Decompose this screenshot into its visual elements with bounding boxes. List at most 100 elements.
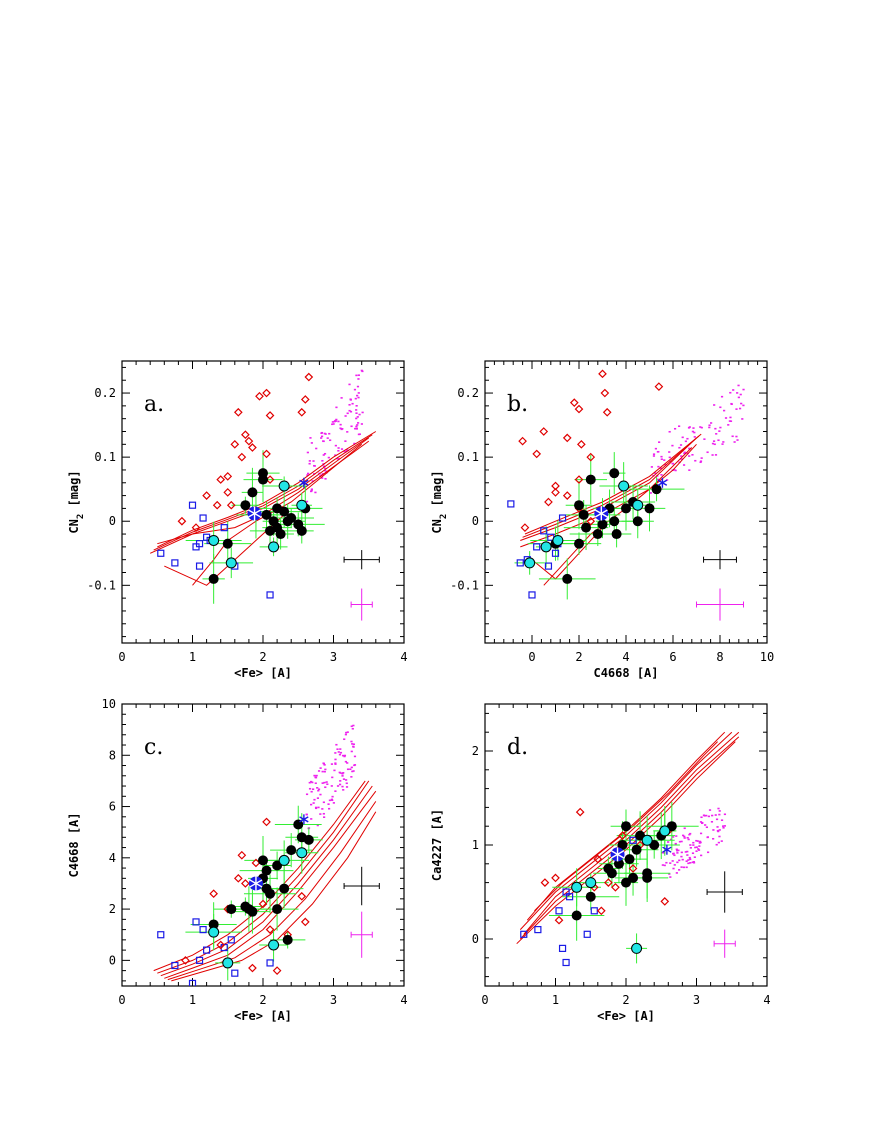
chart-1-magenta-point: [730, 402, 733, 405]
chart-1-blue-star: [594, 506, 608, 521]
chart-3-xtick-label: 1: [552, 993, 559, 1007]
chart-2-magenta-point: [328, 799, 332, 802]
chart-2-magenta-point: [341, 785, 344, 788]
chart-0-red-diamond: [255, 391, 264, 401]
chart-0-magenta-point: [320, 431, 324, 434]
chart-1-magenta-point: [650, 466, 653, 468]
chart-1-magenta-point: [652, 455, 656, 457]
chart-1-red-diamond: [569, 398, 579, 408]
chart-3-blue-star-ray: [662, 846, 672, 853]
chart-1-red-diamond: [520, 523, 530, 532]
chart-3-black-point: [628, 872, 639, 883]
chart-3-red-diamond: [611, 882, 620, 892]
chart-3-xtick-label: 3: [693, 993, 700, 1007]
chart-2-magenta-point: [350, 740, 353, 743]
chart-0-magenta-point: [305, 500, 309, 503]
chart-0-magenta-point: [328, 432, 331, 435]
chart-1-magenta-point: [684, 440, 687, 443]
chart-2-magenta-point: [341, 772, 344, 775]
chart-3-magenta-point: [672, 836, 675, 838]
chart-0-black-point: [258, 468, 268, 479]
chart-1-magenta-point: [652, 453, 656, 455]
chart-0-magenta-point: [313, 464, 316, 467]
chart-3-red-diamond: [628, 864, 638, 873]
chart-1-magenta-point: [735, 435, 738, 438]
chart-1-magenta-point: [659, 467, 662, 470]
chart-2-magenta-point: [319, 767, 322, 769]
chart-0-magenta-point: [354, 397, 357, 400]
chart-1-magenta-point: [699, 461, 702, 464]
chart-1-magenta-point: [671, 444, 674, 447]
chart-0-red-diamond: [177, 516, 187, 526]
chart-1-black-point: [592, 529, 603, 540]
chart-2-magenta-point: [351, 743, 354, 745]
chart-3-black-point: [617, 840, 628, 850]
chart-1-magenta-point: [681, 436, 684, 439]
chart-1-magenta-point: [731, 435, 734, 438]
chart-1-cyan-point: [632, 499, 644, 511]
chart-1-cyan-point: [552, 534, 564, 546]
chart-3-black-point: [606, 868, 617, 879]
chart-3-blue-square: [562, 958, 570, 967]
chart-0-xtick-label: 0: [118, 650, 125, 664]
chart-1-plot-area: [507, 369, 745, 600]
chart-3-magenta-point: [675, 872, 678, 874]
chart-0-magenta-point: [341, 428, 344, 430]
chart-3-xlabel: <Fe> [A]: [597, 1009, 655, 1023]
chart-3-magenta-point: [720, 840, 723, 842]
chart-1-magenta-point: [688, 447, 691, 450]
chart-1-magenta-point: [680, 458, 683, 460]
chart-0-magenta-point: [310, 490, 313, 493]
chart-0-magenta-point: [337, 457, 340, 460]
chart-0-xtick-label: 1: [189, 650, 196, 664]
chart-1-magenta-point: [735, 408, 738, 410]
chart-3-magenta-point: [676, 849, 679, 852]
chart-1-xtick-label: 2: [575, 650, 582, 664]
chart-2-magenta-point: [317, 770, 321, 772]
chart-1-magenta-point: [729, 420, 733, 423]
chart-0-red-diamond: [244, 436, 254, 446]
chart-3-cyan-point: [659, 825, 671, 837]
chart-1-magenta-point: [683, 452, 686, 455]
chart-3-magenta-point: [697, 848, 700, 850]
chart-0-magenta-point: [355, 425, 358, 428]
chart-1-magenta-point: [736, 392, 739, 394]
chart-1-black-point: [644, 503, 655, 514]
chart-3-magenta-point: [717, 830, 720, 833]
chart-1-black-point: [574, 500, 584, 511]
chart-1-magenta-point: [703, 438, 706, 440]
chart-0-ytick-label: 0: [109, 514, 116, 528]
chart-3-magenta-point: [686, 850, 689, 853]
chart-2-xtick-label: 2: [259, 993, 266, 1007]
chart-3-magenta-point: [705, 826, 708, 829]
chart-2-magenta-point: [330, 798, 333, 801]
chart-3-magenta-point: [689, 844, 692, 846]
chart-1-magenta-point: [719, 426, 722, 429]
chart-3-magenta-point: [680, 840, 683, 843]
chart-0-black-point: [247, 487, 258, 498]
chart-3-red-diamond: [551, 873, 560, 883]
chart-0-xtick-label: 2: [259, 650, 266, 664]
chart-1-magenta-point: [720, 395, 724, 398]
chart-2-red-diamond: [272, 966, 282, 975]
chart-2-magenta-point: [305, 793, 309, 796]
chart-3-black-point: [585, 891, 596, 902]
chart-2-cyan-point: [278, 854, 290, 866]
chart-3-blue-square: [583, 930, 591, 938]
chart-2-magenta-point: [334, 762, 337, 764]
chart-2-ytick-label: 2: [109, 902, 116, 916]
chart-0-red-diamond: [304, 372, 314, 382]
chart-2-magenta-point: [345, 779, 348, 781]
chart-1-magenta-point: [732, 389, 735, 391]
chart-2-magenta-point: [327, 803, 330, 805]
chart-0-cyan-point: [225, 557, 237, 569]
chart-3-magenta-point: [705, 814, 708, 817]
chart-2-black-point: [272, 904, 283, 915]
chart-3-cyan-point: [641, 834, 653, 846]
chart-0-magenta-point: [358, 413, 361, 416]
chart-0-magenta-point: [357, 433, 361, 436]
chart-0-magenta-point: [344, 415, 347, 417]
chart-3-magenta-point: [715, 818, 719, 821]
chart-2-black-point: [279, 883, 290, 894]
chart-0-red-diamond: [262, 388, 271, 398]
